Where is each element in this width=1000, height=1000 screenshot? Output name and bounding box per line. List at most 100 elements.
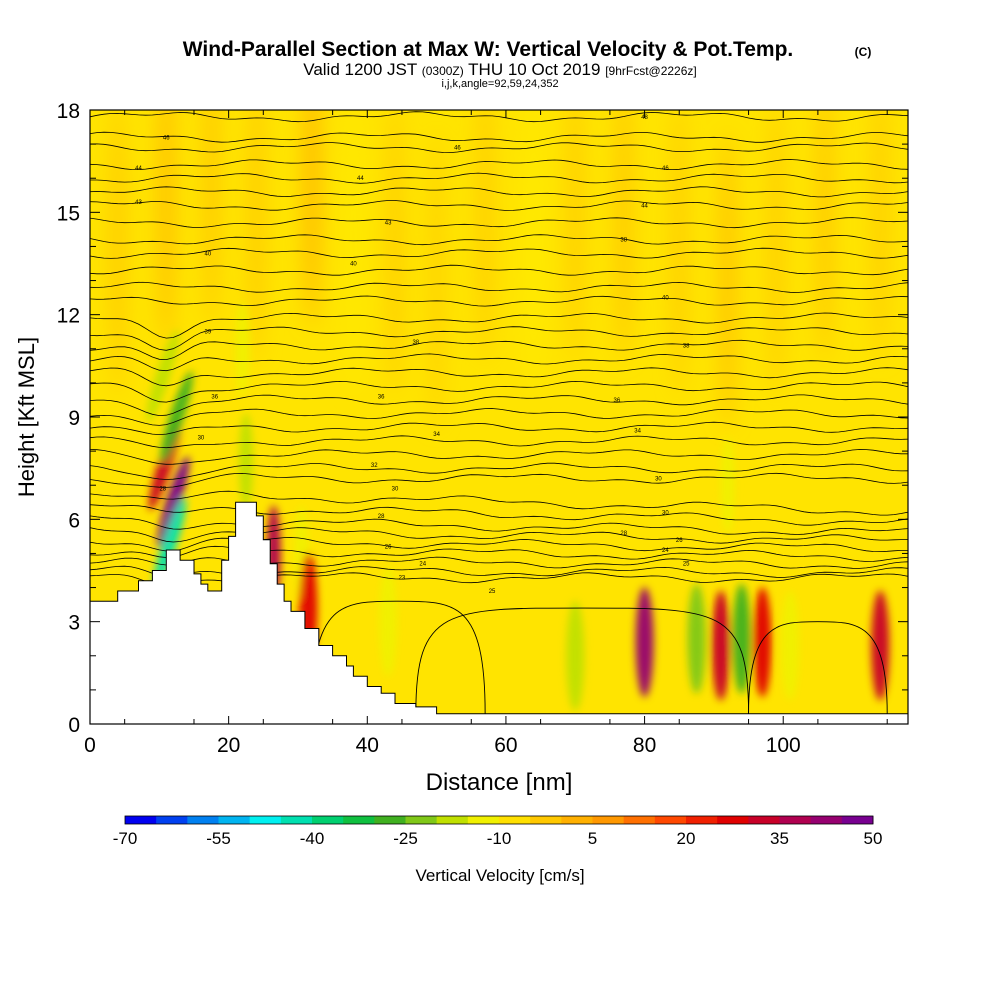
isentrope	[90, 281, 908, 293]
colorbar-swatch	[312, 816, 344, 824]
isentrope	[90, 367, 908, 387]
isentrope	[90, 545, 908, 562]
x-tick-label: 0	[84, 734, 96, 757]
isentrope	[90, 449, 908, 465]
streak	[204, 110, 219, 329]
colorbar-swatch	[249, 816, 282, 824]
isentrope	[90, 353, 908, 372]
colorbar-swatch	[156, 816, 188, 824]
colorbar-swatch	[218, 816, 251, 824]
contour-label: 36	[378, 395, 385, 401]
contour-labels: 4846464644444443433840404039383836363630…	[135, 115, 690, 595]
subtitle-forecast: [9hrFcst@2226z]	[605, 64, 697, 78]
streak	[568, 110, 583, 363]
x-tick-label: 80	[633, 734, 656, 757]
contour-label: 40	[350, 262, 357, 268]
isentrope	[90, 472, 908, 488]
contour-label: 40	[205, 251, 212, 257]
colorbar-swatch	[436, 816, 469, 824]
colorbar-swatch	[125, 816, 157, 824]
isentrope	[90, 515, 908, 535]
streak	[527, 110, 540, 397]
subtitle-valid: Valid 1200 JST	[303, 60, 417, 79]
contour-label: 28	[620, 531, 627, 537]
contour-label: 32	[371, 463, 378, 469]
isentrope	[90, 462, 908, 480]
contour-label: 24	[419, 562, 426, 568]
streak	[388, 110, 403, 397]
isentrope	[90, 264, 908, 276]
chart-title: Wind-Parallel Section at Max W: Vertical…	[183, 38, 794, 61]
y-tick-label: 15	[57, 202, 80, 225]
colorbar-swatch	[499, 816, 531, 824]
contour-label: 30	[655, 476, 662, 482]
streak	[478, 110, 493, 363]
isentrope	[90, 504, 908, 526]
boundary-contour	[415, 607, 750, 714]
chart-subtitle-indices: i,j,k,angle=92,59,24,352	[441, 78, 558, 90]
colorbar-swatch	[654, 816, 687, 824]
x-tick-label: 60	[494, 734, 517, 757]
isentrope	[90, 326, 908, 351]
x-tick-label: 40	[356, 734, 379, 757]
colorbar-swatch	[717, 816, 749, 824]
velocity-cell	[871, 590, 890, 701]
subtitle-date: THU 10 Oct 2019	[468, 60, 600, 79]
contour-label: 46	[662, 166, 669, 172]
colorbar-tick-label: 5	[588, 829, 597, 848]
x-axis: 0 20 40 60 80 100	[84, 110, 888, 757]
colorbar-swatch	[561, 816, 593, 824]
contour-label: 30	[662, 511, 669, 517]
velocity-cell	[156, 456, 190, 548]
contour-label: 34	[634, 429, 641, 435]
streak	[817, 110, 832, 363]
boundary-contour	[311, 600, 486, 714]
contour-label: 25	[489, 589, 496, 595]
colorbar-swatch	[530, 816, 562, 824]
contour-label: 25	[683, 562, 690, 568]
colorbar-swatch	[467, 816, 500, 824]
chart-subtitle: Valid 1200 JST (0300Z) THU 10 Oct 2019 […	[303, 60, 697, 79]
contour-label: 44	[357, 176, 364, 182]
isentrope	[90, 394, 908, 417]
isentrope	[90, 339, 908, 361]
isentrope	[90, 234, 908, 246]
velocity-cell	[566, 600, 585, 711]
colorbar-tick-label: 50	[864, 829, 883, 848]
colorbar-swatch	[280, 816, 313, 824]
contour-label: 39	[205, 330, 212, 336]
isentrope	[90, 537, 908, 553]
y-tick-label: 9	[68, 407, 80, 430]
isentrope	[90, 159, 908, 171]
y-axis-label: Height [Kft MSL]	[14, 337, 39, 497]
isentrope	[90, 435, 908, 449]
colorbar-tick-label: -10	[487, 829, 512, 848]
x-tick-label: 100	[766, 734, 801, 757]
isentrope	[90, 142, 908, 154]
streak	[158, 110, 175, 346]
isentrope	[90, 186, 908, 198]
y-tick-label: 6	[68, 509, 80, 532]
isentrope	[90, 421, 908, 436]
colorbar-swatch	[405, 816, 438, 824]
isentrope	[90, 200, 908, 211]
y-tick-label: 12	[57, 305, 80, 328]
colorbar-swatch	[810, 816, 843, 824]
terrain	[90, 501, 908, 724]
y-tick-label: 18	[57, 100, 80, 123]
colorbar-tick-labels: -70 -55 -40 -25 -10 5 20 35 50	[113, 829, 883, 848]
contour-label: 46	[454, 146, 461, 152]
contour-label: 38	[412, 340, 419, 346]
contour-label: 43	[135, 200, 142, 206]
colorbar-tick-label: -25	[393, 829, 418, 848]
isentrope	[90, 131, 908, 143]
x-tick-label: 20	[217, 734, 240, 757]
x-axis-label: Distance [nm]	[426, 769, 573, 796]
contour-label: 23	[399, 575, 406, 581]
colorbar-swatch	[686, 816, 718, 824]
contour-label: 43	[385, 221, 392, 227]
velocity-cell	[687, 583, 706, 694]
boundary-layer-contours	[311, 600, 888, 714]
isentrope	[90, 490, 908, 516]
